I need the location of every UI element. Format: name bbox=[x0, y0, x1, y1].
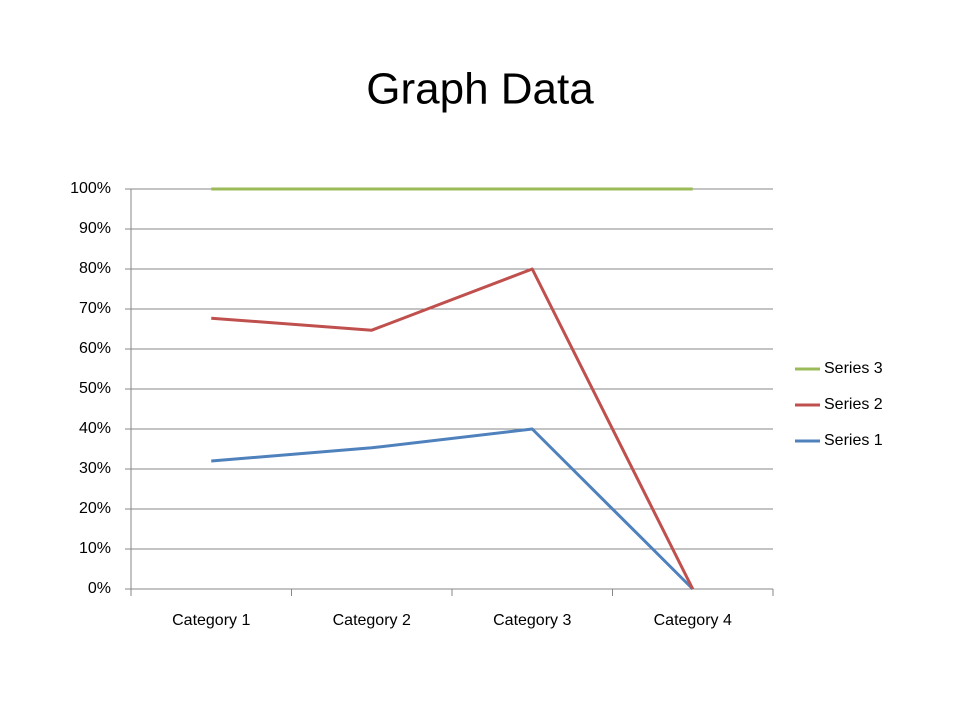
series-line bbox=[211, 427, 694, 591]
y-tick-label: 80% bbox=[79, 260, 111, 277]
series-line bbox=[211, 267, 695, 590]
x-tick-label: Category 1 bbox=[172, 612, 250, 629]
y-tick-label: 30% bbox=[79, 460, 111, 477]
x-tick-label: Category 3 bbox=[493, 612, 571, 629]
y-tick-label: 50% bbox=[79, 380, 111, 397]
y-tick-label: 90% bbox=[79, 220, 111, 237]
legend-label: Series 3 bbox=[824, 360, 883, 377]
x-tick-label: Category 4 bbox=[654, 612, 732, 629]
y-tick-label: 0% bbox=[88, 580, 111, 597]
y-tick-label: 60% bbox=[79, 340, 111, 357]
x-tick-label: Category 2 bbox=[333, 612, 411, 629]
y-tick-label: 10% bbox=[79, 540, 111, 557]
chart-title: Graph Data bbox=[366, 65, 594, 114]
legend-label: Series 1 bbox=[824, 432, 883, 449]
y-tick-label: 20% bbox=[79, 500, 111, 517]
y-tick-label: 40% bbox=[79, 420, 111, 437]
y-tick-label: 70% bbox=[79, 300, 111, 317]
y-tick-label: 100% bbox=[70, 180, 111, 197]
legend-label: Series 2 bbox=[824, 396, 883, 413]
